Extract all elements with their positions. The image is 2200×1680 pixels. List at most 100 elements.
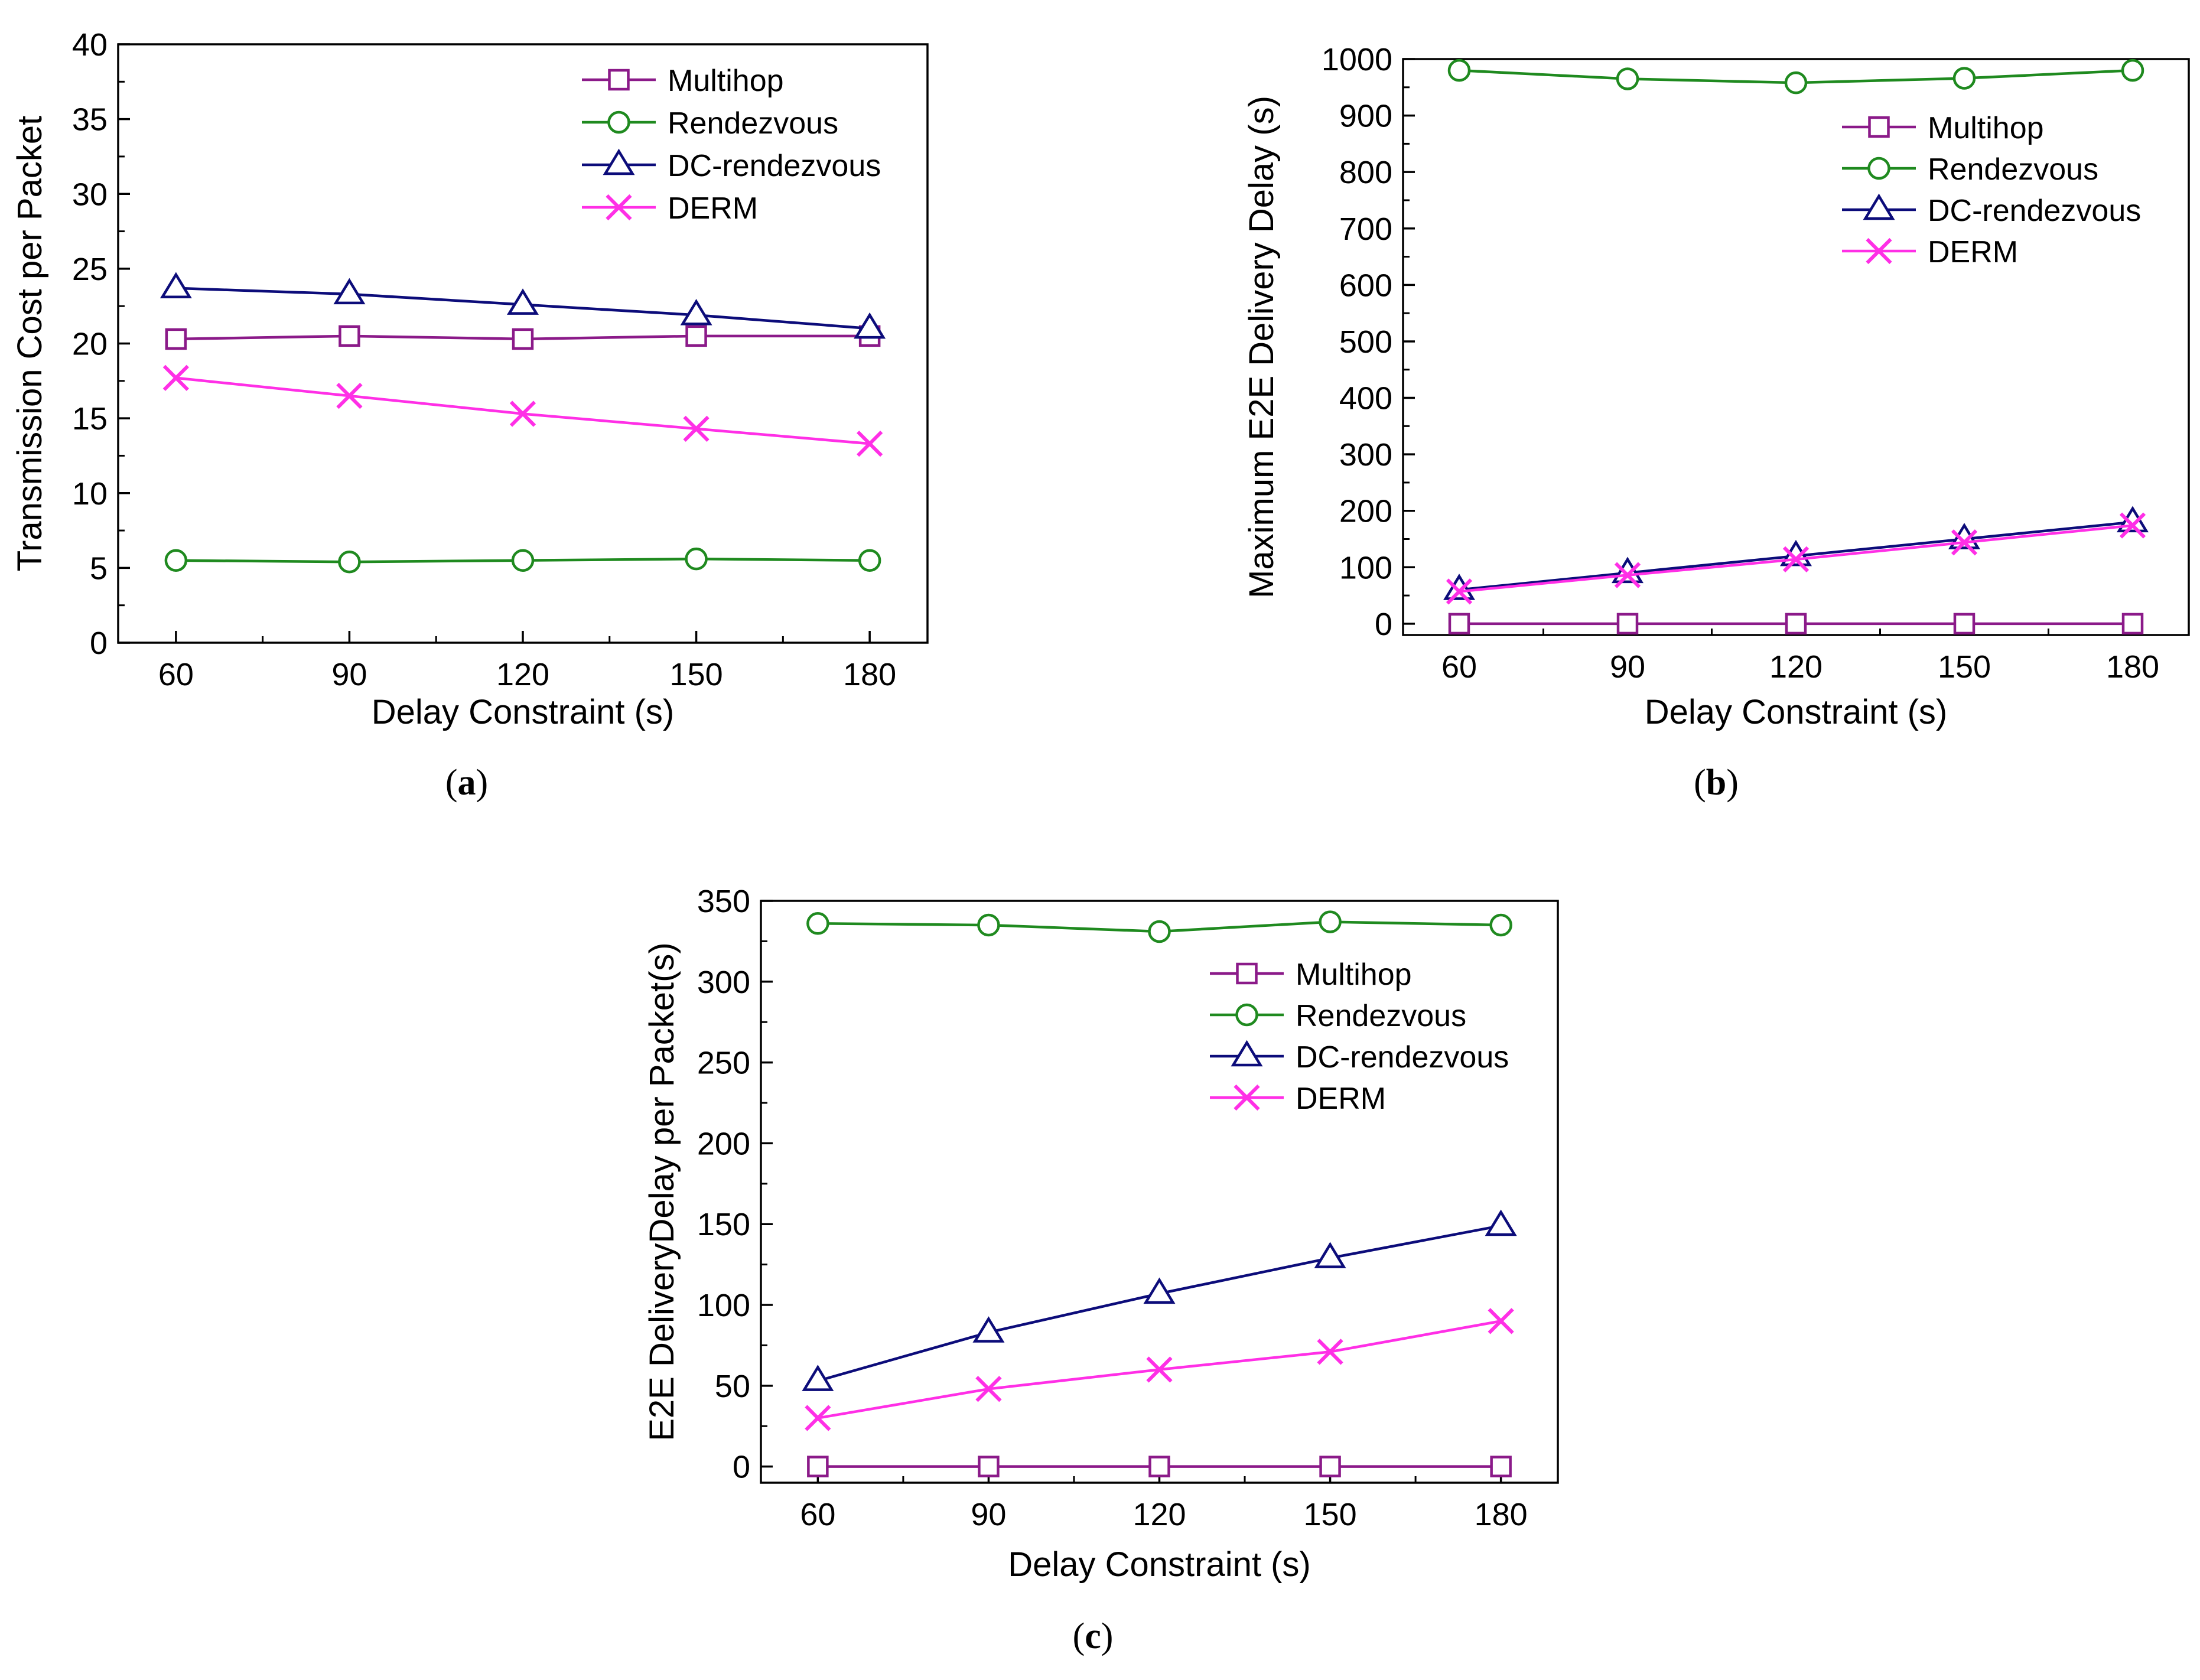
data-point-derm xyxy=(336,383,363,409)
legend-label: Multihop xyxy=(1928,111,2044,145)
series-dc-rendezvous xyxy=(1443,506,2149,600)
x-axis-label: Delay Constraint (s) xyxy=(1008,1545,1310,1584)
data-point-rendezvous xyxy=(164,549,188,572)
data-point-dc-rendezvous xyxy=(507,288,539,315)
data-point-derm xyxy=(683,415,710,442)
y-tick-label: 10 xyxy=(72,476,108,512)
y-tick-label: 100 xyxy=(1339,550,1392,585)
x-tick-label: 60 xyxy=(158,657,194,692)
data-point-rendezvous xyxy=(685,547,708,571)
data-point-rendezvous xyxy=(1489,913,1512,937)
x-tick-label: 120 xyxy=(496,657,549,692)
data-point-multihop xyxy=(1953,613,1976,635)
y-tick-label: 0 xyxy=(1375,607,1392,642)
data-point-multihop xyxy=(978,1456,1000,1477)
series-multihop xyxy=(807,1456,1512,1477)
x-axis-label: Delay Constraint (s) xyxy=(1645,693,1947,731)
y-tick-label: 300 xyxy=(697,965,750,1000)
data-point-derm xyxy=(162,364,189,391)
legend: Multihop Rendezvous DC-rendezvous DERM xyxy=(1842,111,2141,269)
series-multihop xyxy=(1448,613,2144,635)
data-point-dc-rendezvous xyxy=(680,299,712,325)
legend-marker xyxy=(1866,237,1892,265)
legend-item-dc-rendezvous: DC-rendezvous xyxy=(1210,1040,1509,1075)
legend: Multihop Rendezvous DC-rendezvous DERM xyxy=(582,64,881,226)
legend-item-multihop: Multihop xyxy=(582,64,784,98)
x-tick-label: 150 xyxy=(670,657,723,692)
y-axis-label: Transmission Cost per Packet xyxy=(11,116,49,571)
panel-caption: (b) xyxy=(1694,763,1739,803)
data-point-rendezvous xyxy=(1148,920,1171,943)
data-point-derm xyxy=(1488,1308,1514,1334)
legend-label: DERM xyxy=(1296,1082,1386,1116)
x-tick-label: 180 xyxy=(843,657,896,692)
legend-item-derm: DERM xyxy=(1210,1082,1386,1116)
series-derm xyxy=(805,1308,1514,1431)
x-tick-label: 90 xyxy=(971,1497,1006,1532)
data-point-dc-rendezvous xyxy=(1443,574,1475,600)
y-tick-label: 25 xyxy=(72,252,108,287)
x-tick-label: 90 xyxy=(331,657,367,692)
panel-caption-letter: c xyxy=(1085,1616,1101,1656)
y-tick-label: 250 xyxy=(697,1046,750,1081)
data-point-multihop xyxy=(2121,613,2144,635)
legend-label: Rendezvous xyxy=(1928,152,2098,187)
y-tick-label: 700 xyxy=(1339,211,1392,247)
data-point-dc-rendezvous xyxy=(160,272,192,299)
data-point-dc-rendezvous xyxy=(1485,1209,1517,1236)
panel-caption: (c) xyxy=(1073,1616,1114,1656)
legend-item-multihop: Multihop xyxy=(1210,958,1412,992)
data-point-dc-rendezvous xyxy=(972,1316,1005,1343)
data-point-multihop xyxy=(1319,1456,1341,1477)
y-tick-label: 0 xyxy=(90,626,108,661)
data-point-dc-rendezvous xyxy=(1612,556,1644,584)
data-point-dc-rendezvous xyxy=(802,1365,834,1391)
legend-marker xyxy=(1868,116,1890,138)
legend-label: DC-rendezvous xyxy=(1296,1040,1509,1075)
x-tick-label: 150 xyxy=(1938,649,1991,685)
data-point-rendezvous xyxy=(977,913,1000,937)
data-point-derm xyxy=(805,1405,831,1431)
data-point-rendezvous xyxy=(1319,910,1342,933)
data-point-multihop xyxy=(685,325,707,347)
data-point-multihop xyxy=(339,325,360,347)
legend-item-rendezvous: Rendezvous xyxy=(1842,152,2098,187)
y-tick-label: 500 xyxy=(1339,324,1392,360)
series-line-derm xyxy=(175,376,870,445)
data-point-multihop xyxy=(1785,613,1807,635)
data-point-multihop xyxy=(807,1456,829,1477)
series-derm xyxy=(162,364,883,457)
legend-marker xyxy=(1234,1084,1260,1111)
data-point-rendezvous xyxy=(1952,67,1976,90)
data-point-multihop xyxy=(1148,1456,1170,1477)
legend-item-dc-rendezvous: DC-rendezvous xyxy=(582,148,881,183)
legend: Multihop Rendezvous DC-rendezvous DERM xyxy=(1210,958,1509,1116)
data-point-multihop xyxy=(512,328,534,350)
data-point-multihop xyxy=(1490,1456,1512,1477)
chart-panel-c: 0 50 100 150 200 250 300 350 60 90 120 150 180 Delay … xyxy=(643,884,1559,1656)
data-point-derm xyxy=(1614,562,1641,588)
legend-label: Multihop xyxy=(668,64,784,98)
x-tick-label: 90 xyxy=(1610,649,1645,685)
y-tick-label: 350 xyxy=(697,884,750,919)
series-multihop xyxy=(165,325,881,350)
y-tick-label: 40 xyxy=(72,27,108,63)
panel-caption-letter: b xyxy=(1706,763,1726,803)
x-tick-label: 60 xyxy=(800,1497,835,1532)
legend-label: Rendezvous xyxy=(1296,999,1466,1033)
y-tick-label: 5 xyxy=(90,551,108,586)
y-tick-label: 35 xyxy=(72,102,108,138)
legend-marker xyxy=(1235,1003,1258,1027)
legend-label: DERM xyxy=(668,191,758,226)
data-point-derm xyxy=(857,431,883,457)
series-dc-rendezvous xyxy=(160,272,886,339)
data-point-derm xyxy=(2119,512,2146,539)
legend-item-derm: DERM xyxy=(1842,235,2018,269)
data-point-rendezvous xyxy=(1616,67,1639,90)
series-rendezvous xyxy=(806,910,1512,943)
legend-label: Rendezvous xyxy=(668,106,838,141)
data-point-derm xyxy=(1146,1356,1173,1383)
data-point-rendezvous xyxy=(1447,58,1471,82)
data-point-derm xyxy=(1782,546,1810,573)
